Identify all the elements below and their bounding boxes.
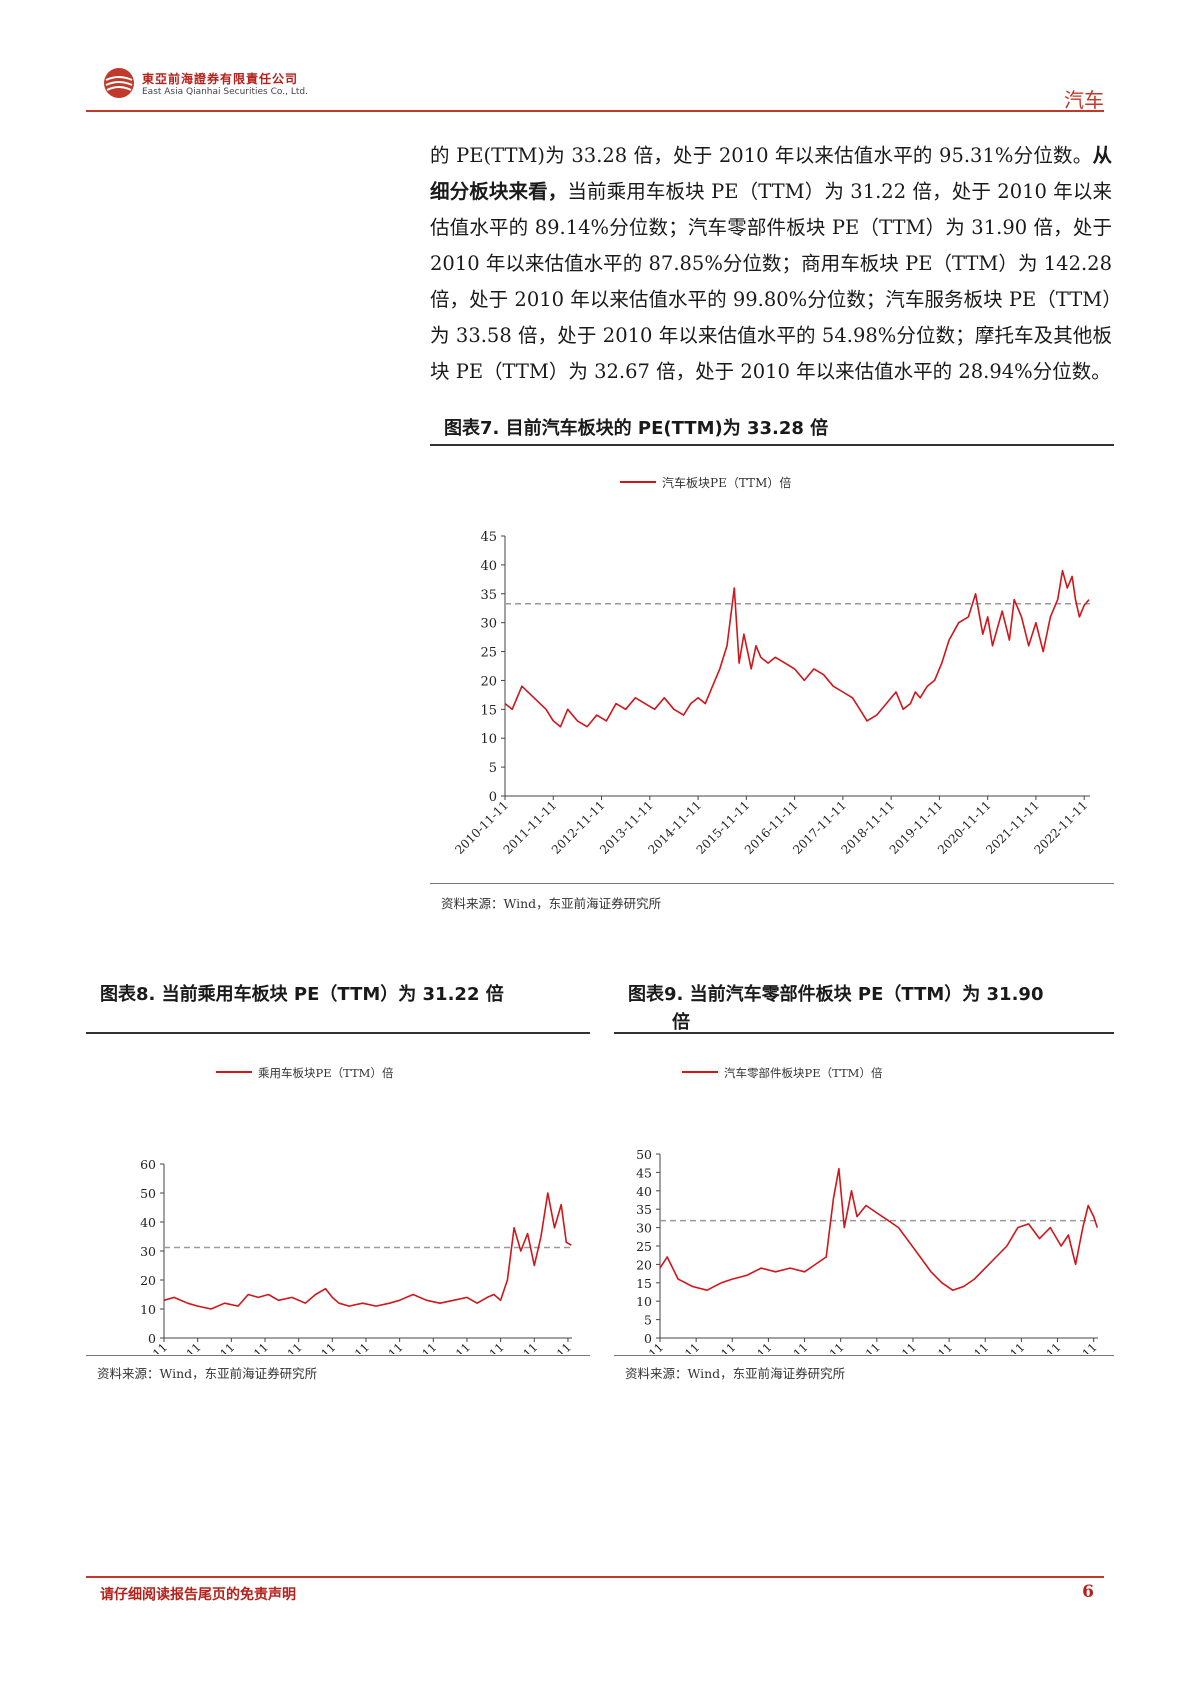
- series-line: [163, 1192, 572, 1310]
- y-tick-label: 40: [480, 559, 497, 574]
- y-tick-label: 0: [489, 790, 497, 805]
- legend-label: 汽车板块PE（TTM）倍: [662, 475, 791, 490]
- y-tick-label: 20: [480, 674, 497, 689]
- footer-divider: [86, 1576, 1104, 1578]
- fig7-source: 资料来源：Wind，东亚前海证券研究所: [441, 896, 662, 911]
- y-tick-label: 5: [644, 1313, 652, 1328]
- fig9-bottom-rule: [614, 1355, 1114, 1356]
- y-tick-label: 35: [636, 1202, 652, 1217]
- series-line: [659, 1167, 1099, 1291]
- fig9-chart: 汽车零部件板块PE（TTM）倍 0 5 10 15 20 25 30 35 40 45 50 2010-…: [614, 1066, 1100, 1354]
- fig8-title: 图表8. 当前乘用车板块 PE（TTM）为 31.22 倍: [100, 984, 504, 1005]
- fig9-title-line1: 图表9. 当前汽车零部件板块 PE（TTM）为 31.90: [628, 984, 1044, 1005]
- y-tick-label: 15: [480, 703, 497, 718]
- page-number: 6: [1082, 1582, 1094, 1602]
- body-text-bold: 从细分板块来看，: [430, 144, 1112, 203]
- fig9-title-line2: 倍: [672, 1012, 690, 1033]
- series-line: [504, 569, 1090, 728]
- x-tick-label: 2010-11-11: [614, 1340, 666, 1354]
- y-tick-label: 20: [140, 1273, 156, 1288]
- y-tick-label: 45: [480, 530, 497, 545]
- y-tick-label: 0: [644, 1331, 652, 1346]
- header-divider: [86, 110, 1104, 112]
- body-text-p2: 当前乘用车板块 PE（TTM）为 31.22 倍，处于 2010 年以来估值水平…: [430, 180, 1112, 383]
- fig8-source: 资料来源：Wind，东亚前海证券研究所: [97, 1366, 318, 1381]
- y-tick-label: 0: [148, 1331, 156, 1346]
- fig9-title-rule: [614, 1032, 1114, 1034]
- industry-label: 汽车: [1064, 88, 1104, 112]
- y-tick-label: 20: [636, 1257, 652, 1272]
- fig8-chart: 乘用车板块PE（TTM）倍01020304050602010-11-112011…: [113, 1066, 574, 1354]
- y-tick-label: 25: [636, 1239, 652, 1254]
- y-tick-label: 50: [636, 1147, 652, 1162]
- y-tick-label: 5: [489, 761, 497, 776]
- y-tick-label: 10: [480, 732, 497, 747]
- y-tick-label: 40: [636, 1184, 652, 1199]
- legend-label: 乘用车板块PE（TTM）倍: [258, 1066, 394, 1080]
- y-tick-label: 45: [636, 1165, 652, 1180]
- legend-label: 汽车零部件板块PE（TTM）倍: [724, 1066, 883, 1080]
- footer-disclaimer: 请仔细阅读报告尾页的免责声明: [100, 1587, 296, 1603]
- company-name-en: East Asia Qianhai Securities Co., Ltd.: [142, 87, 308, 97]
- body-text-p1: 的 PE(TTM)为 33.28 倍，处于 2010 年以来估值水平的 95.3…: [430, 144, 1093, 167]
- fig8-title-rule: [86, 1032, 590, 1034]
- fig7-title-rule: [430, 444, 1114, 446]
- fig7-title: 图表7. 目前汽车板块的 PE(TTM)为 33.28 倍: [444, 418, 829, 439]
- y-tick-label: 25: [480, 646, 497, 661]
- y-tick-label: 60: [140, 1157, 156, 1172]
- y-tick-label: 30: [480, 617, 497, 632]
- y-tick-label: 10: [140, 1302, 156, 1317]
- page-header: 東亞前海證券有限責任公司 East Asia Qianhai Securitie…: [94, 62, 1104, 112]
- fig7-chart: 汽车板块PE（TTM）倍0510152025303540452010-11-11…: [452, 475, 1090, 857]
- fig8-bottom-rule: [86, 1355, 590, 1356]
- company-name-cn: 東亞前海證券有限責任公司: [142, 72, 299, 86]
- company-logo-icon: [104, 68, 134, 98]
- fig7-bottom-rule: [430, 883, 1114, 884]
- y-tick-label: 35: [480, 588, 497, 603]
- y-tick-label: 50: [140, 1186, 156, 1201]
- x-tick-label: 2010-11-11: [113, 1340, 170, 1354]
- y-tick-label: 10: [636, 1294, 652, 1309]
- y-tick-label: 30: [636, 1221, 652, 1236]
- y-tick-label: 40: [140, 1215, 156, 1230]
- fig9-source: 资料来源：Wind，东亚前海证券研究所: [625, 1366, 846, 1381]
- body-paragraph: 的 PE(TTM)为 33.28 倍，处于 2010 年以来估值水平的 95.3…: [430, 138, 1112, 390]
- y-tick-label: 30: [140, 1244, 156, 1259]
- y-tick-label: 15: [636, 1276, 652, 1291]
